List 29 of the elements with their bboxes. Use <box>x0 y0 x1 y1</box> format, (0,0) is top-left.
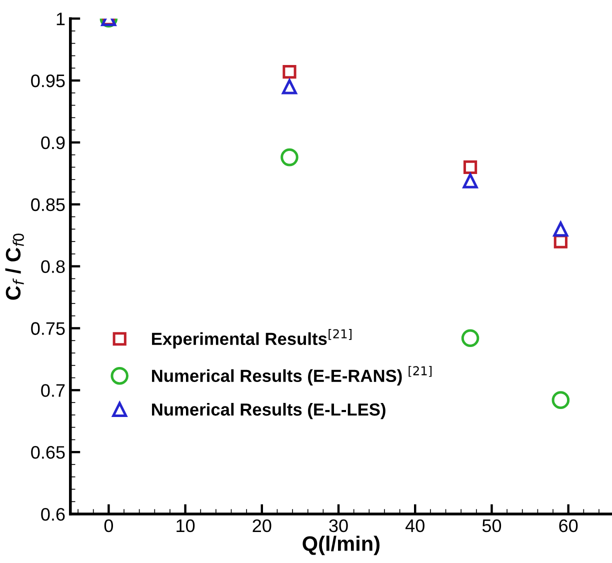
point <box>280 148 298 166</box>
point <box>463 160 478 174</box>
x-tick-label: 30 <box>329 519 348 532</box>
y-tick-label: 0.75 <box>31 322 65 335</box>
y-tick-label: 0.65 <box>31 446 65 459</box>
y-tick-label: 1 <box>56 12 65 26</box>
x-tick-label: 0 <box>104 519 113 532</box>
point <box>282 79 297 94</box>
x-tick-label: 60 <box>559 519 578 532</box>
x-tick-label: 50 <box>482 519 502 532</box>
point <box>462 173 478 188</box>
y-tick-label: 0.85 <box>31 198 65 212</box>
legend-label: Experimental Results$^{[21]}$ <box>152 328 352 348</box>
x-axis-title: Q(l/min) <box>302 536 380 556</box>
point <box>553 222 568 237</box>
y-tick-label: 0.95 <box>31 74 65 88</box>
point <box>552 391 570 409</box>
x-tick-label: 20 <box>252 519 272 532</box>
y-tick-label: 0.9 <box>41 136 65 150</box>
y-tick-label: 0.8 <box>41 260 65 274</box>
y-tick-label: 0.6 <box>41 508 65 521</box>
point <box>282 65 296 79</box>
legend-label: Numerical Results (E-L-LES) <box>152 402 386 420</box>
point <box>461 329 480 348</box>
x-tick-label: 40 <box>405 519 424 532</box>
y-axis-title: C$_{f}$ / C$_{f0}$ <box>5 234 24 300</box>
legend-label: Numerical Results (E-E-RANS) $^{[21]}$ <box>152 366 432 386</box>
x-tick-label: 10 <box>176 519 195 532</box>
y-tick-label: 0.7 <box>41 384 65 397</box>
